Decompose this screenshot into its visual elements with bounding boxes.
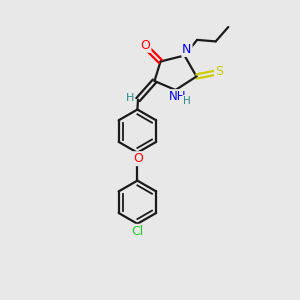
Text: S: S bbox=[215, 65, 223, 79]
Text: N: N bbox=[182, 43, 192, 56]
Text: H: H bbox=[183, 96, 191, 106]
Text: H: H bbox=[125, 93, 134, 103]
Text: O: O bbox=[141, 39, 150, 52]
Text: O: O bbox=[133, 152, 143, 165]
Text: NH: NH bbox=[169, 90, 187, 103]
Text: Cl: Cl bbox=[131, 225, 143, 238]
